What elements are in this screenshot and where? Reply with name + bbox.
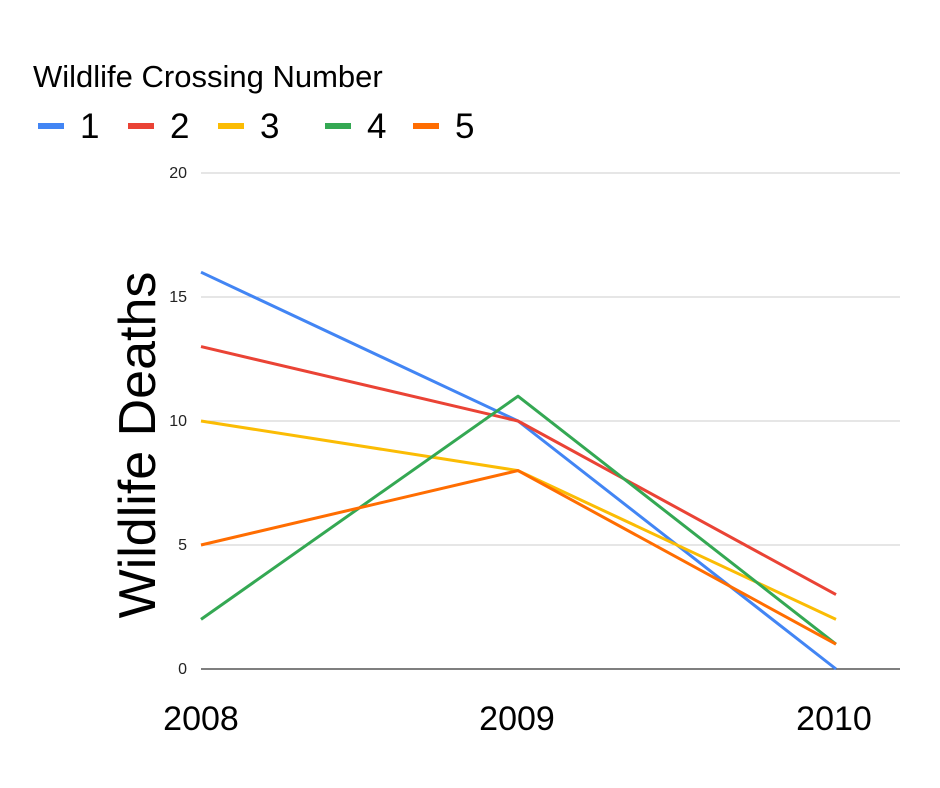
y-tick-label: 5 <box>178 537 187 554</box>
y-tick-label: 15 <box>169 289 187 306</box>
series-lines <box>200 270 837 671</box>
x-tick-label: 2008 <box>163 700 239 738</box>
y-tick-label: 10 <box>169 413 187 430</box>
legend: 1 2 3 4 5 <box>38 107 474 146</box>
legend-label-2: 2 <box>170 107 189 146</box>
legend-label-4: 4 <box>367 107 386 146</box>
series-line-3 <box>200 419 837 621</box>
series-line-4 <box>200 394 837 646</box>
series-line-2 <box>200 345 837 596</box>
legend-label-5: 5 <box>455 107 474 146</box>
x-tick-label: 2010 <box>796 700 872 738</box>
series-line-5 <box>200 469 837 646</box>
legend-title: Wildlife Crossing Number <box>33 59 383 94</box>
x-tick-label: 2009 <box>479 700 555 738</box>
y-axis-ticks: 0 5 10 15 20 <box>169 165 187 678</box>
legend-label-3: 3 <box>260 107 279 146</box>
x-axis-ticks: 2008 2009 2010 <box>163 700 872 738</box>
y-tick-label: 20 <box>169 165 187 182</box>
legend-label-1: 1 <box>80 107 99 146</box>
y-tick-label: 0 <box>178 661 187 678</box>
y-axis-label: Wildlife Deaths <box>109 272 167 619</box>
